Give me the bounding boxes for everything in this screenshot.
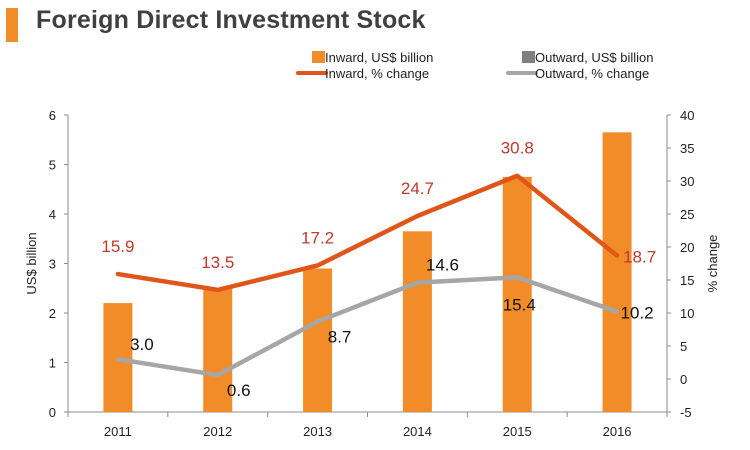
- x-tick-label: 2014: [403, 424, 432, 439]
- right-tick-label: 35: [680, 141, 694, 156]
- left-tick-label: 6: [49, 108, 56, 123]
- left-tick-label: 1: [49, 356, 56, 371]
- right-tick-label: 20: [680, 240, 694, 255]
- outward-pct-label-2015: 15.4: [503, 295, 536, 314]
- x-tick-label: 2013: [303, 424, 332, 439]
- inward-bar-2013: [303, 268, 333, 412]
- x-tick-label: 2016: [603, 424, 632, 439]
- inward-pct-label-2013: 17.2: [301, 228, 334, 247]
- left-tick-label: 4: [49, 207, 56, 222]
- right-tick-label: 40: [680, 108, 694, 123]
- left-tick-label: 3: [49, 257, 56, 272]
- left-tick-label: 5: [49, 158, 56, 173]
- inward-pct-line: [115, 173, 620, 293]
- legend-label-inward-change: Inward, % change: [325, 66, 429, 81]
- outward-pct-label-2014: 14.6: [426, 256, 459, 275]
- legend-swatch-inward-us-billion: [312, 51, 325, 63]
- inward-pct-label-2011: 15.9: [101, 237, 134, 256]
- outward-pct-label-2012: 0.6: [227, 381, 251, 400]
- y-axis-title: US$ billion: [24, 232, 39, 294]
- legend-label-inward-us-billion: Inward, US$ billion: [325, 50, 433, 65]
- inward-bar-2016: [602, 132, 632, 412]
- right-tick-label: 30: [680, 174, 694, 189]
- right-tick-label: 5: [680, 339, 687, 354]
- left-tick-label: 2: [49, 306, 56, 321]
- y2-axis-title: % change: [705, 235, 720, 293]
- right-tick-label: 15: [680, 273, 694, 288]
- x-tick-label: 2012: [203, 424, 232, 439]
- outward-pct-label-2016: 10.2: [621, 304, 654, 323]
- right-tick-label: 0: [680, 372, 687, 387]
- inward-bar-2015: [502, 176, 532, 412]
- title-accent-bar: [6, 8, 18, 42]
- right-tick-label: -5: [680, 405, 692, 420]
- x-tick-label: 2015: [503, 424, 532, 439]
- inward-bar-2014: [402, 231, 432, 412]
- inward-pct-label-2015: 30.8: [501, 139, 534, 158]
- legend-label-outward-us-billion: Outward, US$ billion: [535, 50, 654, 65]
- inward-bar-2012: [203, 288, 233, 412]
- right-tick-label: 25: [680, 207, 694, 222]
- right-tick-label: 10: [680, 306, 694, 321]
- outward-pct-label-2013: 8.7: [328, 328, 352, 347]
- inward-pct-label-2012: 13.5: [201, 253, 234, 272]
- outward-pct-label-2011: 3.0: [130, 335, 154, 354]
- x-tick-label: 2011: [104, 424, 132, 439]
- left-tick-label: 0: [49, 405, 56, 420]
- legend-label-outward-change: Outward, % change: [535, 66, 649, 81]
- inward-pct-label-2014: 24.7: [401, 179, 434, 198]
- legend-swatch-outward-us-billion: [522, 51, 535, 63]
- inward-pct-label-2016: 18.7: [623, 248, 656, 267]
- chart-title: Foreign Direct Investment Stock: [36, 6, 426, 34]
- outward-pct-line: [115, 275, 620, 378]
